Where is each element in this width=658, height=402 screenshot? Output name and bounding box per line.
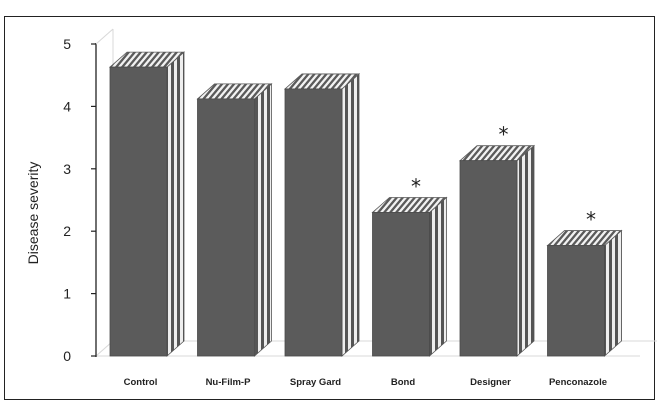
y-axis-top-diagonal — [95, 28, 114, 45]
significance-mark: * — [411, 174, 421, 198]
bar-front — [109, 66, 168, 357]
category-label: Designer — [470, 377, 511, 388]
category-label: Control — [124, 377, 158, 388]
bar-side — [166, 51, 185, 357]
y-tick-label: 1 — [63, 286, 71, 302]
bar-front — [284, 88, 343, 357]
category-label: Nu-Film-P — [206, 377, 252, 388]
y-tick-label: 0 — [63, 348, 71, 364]
bar — [458, 144, 536, 357]
bar-front — [372, 212, 430, 357]
bar-side — [254, 83, 272, 357]
bar-side — [341, 73, 360, 357]
category-label: Bond — [391, 377, 415, 388]
y-axis-title: Disease severity — [25, 162, 41, 265]
bar-front — [197, 98, 255, 357]
chart-frame — [4, 16, 655, 400]
bar-side — [604, 229, 622, 357]
bar-front — [547, 245, 605, 357]
bar — [546, 229, 623, 357]
bar — [283, 73, 361, 357]
y-tick-label: 5 — [63, 36, 71, 52]
bar-side — [429, 196, 447, 357]
y-tick-label: 2 — [63, 223, 71, 239]
significance-mark: * — [586, 208, 596, 232]
significance-mark: * — [499, 123, 509, 147]
category-label: Spray Gard — [290, 377, 341, 388]
y-tick-label: 3 — [63, 161, 71, 177]
bar-front — [459, 160, 518, 357]
bar — [371, 196, 448, 357]
bar-side — [516, 144, 535, 357]
y-tick-label: 4 — [63, 98, 71, 114]
bar — [108, 51, 186, 357]
category-label: Penconazole — [549, 377, 607, 388]
bar — [196, 83, 273, 357]
